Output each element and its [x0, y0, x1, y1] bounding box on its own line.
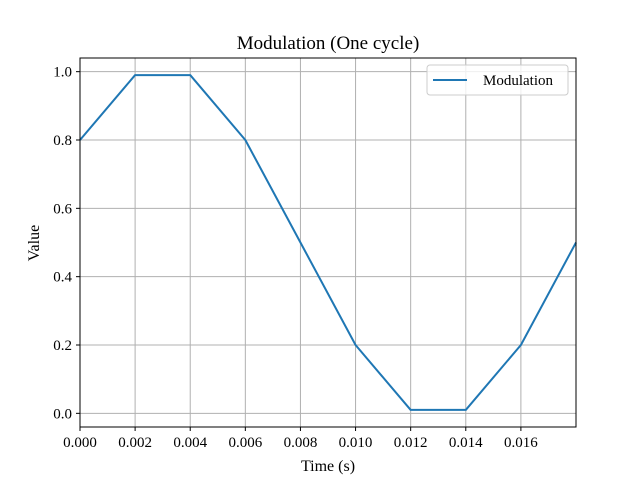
x-tick-label: 0.000 — [63, 435, 97, 451]
y-tick-label: 0.2 — [53, 338, 72, 354]
x-axis-label: Time (s) — [301, 458, 355, 475]
y-tick-label: 0.6 — [53, 201, 72, 217]
y-axis-label: Value — [26, 225, 43, 261]
series-layer — [79, 74, 577, 411]
x-tick-label: 0.006 — [228, 435, 262, 451]
x-tick-label: 0.010 — [339, 435, 373, 451]
plot-area-frame — [79, 57, 577, 428]
x-tick-label: 0.012 — [394, 435, 428, 451]
y-tick-label: 1.0 — [53, 65, 72, 81]
chart-title: Modulation (One cycle) — [237, 33, 420, 54]
series-line-modulation — [79, 74, 577, 411]
x-tick-label: 0.016 — [504, 435, 538, 451]
y-tick-label: 0.0 — [53, 406, 72, 422]
y-axis-ticks: 0.0 0.2 0.4 0.6 0.8 1.0 — [53, 65, 80, 422]
x-axis-ticks: 0.000 0.002 0.004 0.006 0.008 0.010 0.012 0.014… — [63, 427, 538, 451]
legend: Modulation — [426, 64, 569, 96]
y-tick-label: 0.8 — [53, 133, 72, 149]
x-tick-label: 0.002 — [118, 435, 152, 451]
legend-entry-modulation: Modulation — [483, 73, 553, 89]
grid-lines — [79, 58, 576, 427]
legend-box — [426, 64, 569, 96]
x-tick-label: 0.008 — [284, 435, 318, 451]
x-tick-label: 0.014 — [449, 435, 483, 451]
plot-area-background — [80, 58, 576, 427]
y-tick-label: 0.4 — [53, 270, 72, 286]
x-tick-label: 0.004 — [173, 435, 207, 451]
